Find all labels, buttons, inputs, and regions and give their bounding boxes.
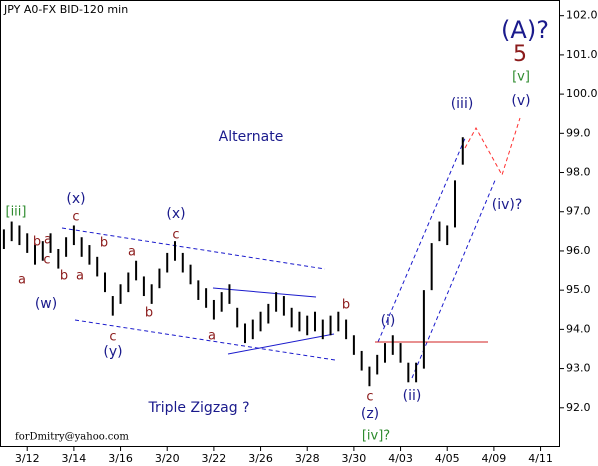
- x-tick-label: 3/26: [248, 452, 273, 465]
- y-tick-label: 93.0: [566, 362, 591, 375]
- note: Alternate: [219, 129, 284, 145]
- channel-line: [377, 135, 467, 343]
- wave-label: (iii): [451, 96, 474, 112]
- footer: forDmitry@yahoo.com: [15, 432, 129, 443]
- wave-label: c: [72, 210, 79, 225]
- wave-label: (x): [66, 191, 85, 207]
- wave-label: (A)?: [501, 16, 549, 44]
- wave-label: [v]: [512, 70, 530, 85]
- wave-label: b: [60, 269, 68, 284]
- wave-label: (y): [103, 344, 122, 360]
- channel-line: [74, 319, 336, 361]
- y-tick-label: 98.0: [566, 166, 591, 179]
- plot-frame: [0, 0, 560, 447]
- wave-label: (v): [511, 93, 530, 109]
- wave-label: (i): [381, 313, 396, 329]
- wave-label: c: [109, 330, 116, 345]
- y-tick-label: 92.0: [566, 401, 591, 414]
- wave-label: c: [172, 228, 179, 243]
- y-tick-label: 95.0: [566, 283, 591, 296]
- y-tick-label: 100.0: [566, 87, 598, 100]
- wave-label: 5: [513, 42, 527, 67]
- wave-label: c: [43, 253, 50, 268]
- x-tick-label: 4/03: [388, 452, 413, 465]
- y-tick-label: 94.0: [566, 322, 591, 335]
- x-tick-label: 3/28: [295, 452, 320, 465]
- wave-label: (x): [166, 206, 185, 222]
- chart-title: JPY A0-FX BID-120 min: [3, 3, 128, 16]
- wave-label: [iv]?: [362, 429, 390, 444]
- wave-labels: [iii] (x) c b a b a b c (w) a c (y) a b …: [6, 16, 549, 444]
- wave-label: a: [128, 245, 136, 260]
- y-tick-label: 101.0: [566, 48, 598, 61]
- wave-label: (ii): [403, 388, 422, 404]
- x-tick-label: 3/20: [155, 452, 180, 465]
- y-tick-label: 102.0: [566, 9, 598, 22]
- wave-label: (z): [361, 406, 379, 422]
- wave-label: a: [18, 273, 26, 288]
- wave-label: b: [342, 298, 350, 313]
- note: Triple Zigzag ?: [147, 400, 249, 416]
- wave-label: b: [100, 236, 108, 251]
- wave-lines: [61, 135, 497, 379]
- x-tick-label: 4/05: [435, 452, 460, 465]
- x-tick-label: 3/16: [108, 452, 133, 465]
- wave-label: a: [208, 329, 216, 344]
- x-tick-label: 4/09: [482, 452, 507, 465]
- wave-label: (iv)?: [492, 197, 523, 213]
- projection-line: [464, 117, 521, 177]
- x-tick-label: 3/22: [202, 452, 227, 465]
- y-tick-label: 97.0: [566, 205, 591, 218]
- wave-label: a: [76, 269, 84, 284]
- wave-label: (w): [35, 296, 57, 312]
- channel-line: [61, 227, 326, 270]
- y-tick-label: 99.0: [566, 126, 591, 139]
- x-tick-label: 3/12: [15, 452, 40, 465]
- x-tick-label: 3/30: [342, 452, 367, 465]
- wave-label: b: [33, 235, 41, 250]
- x-tick-label: 4/11: [528, 452, 553, 465]
- wave-label: b: [145, 306, 153, 321]
- wave-label: a: [44, 233, 52, 248]
- wave-label: c: [366, 390, 373, 405]
- triangle-line: [227, 333, 335, 355]
- wave-label: [iii]: [6, 205, 27, 220]
- y-tick-label: 96.0: [566, 244, 591, 257]
- x-tick-label: 3/14: [62, 452, 87, 465]
- channel-line: [411, 177, 497, 379]
